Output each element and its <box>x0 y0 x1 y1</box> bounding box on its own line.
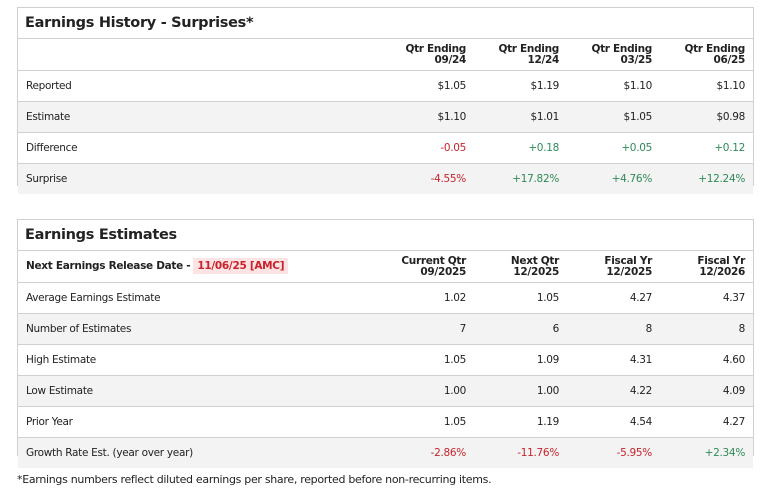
column-header-line: Qtr Ending <box>498 42 559 55</box>
earnings-estimates-title: Earnings Estimates <box>18 220 753 251</box>
cell-value: $1.10 <box>560 70 653 102</box>
column-header-line: 09/24 <box>434 53 466 66</box>
earnings-estimates-table: Next Earnings Release Date -11/06/25 [AM… <box>18 251 753 468</box>
cell-value: $1.10 <box>374 101 467 133</box>
earnings-history-title: Earnings History - Surprises* <box>18 8 753 39</box>
cell-value: 4.31 <box>560 344 653 376</box>
table-row: Difference -0.05 +0.18 +0.05 +0.12 <box>18 132 753 164</box>
cell-value: 1.00 <box>374 375 467 407</box>
column-header: Next Qtr 12/2025 <box>467 251 560 283</box>
table-row: Prior Year 1.05 1.19 4.54 4.27 <box>18 406 753 438</box>
column-header-line: Next Qtr <box>510 254 559 267</box>
column-header-line: Fiscal Yr <box>604 254 652 267</box>
cell-value: 6 <box>467 313 560 345</box>
cell-value: -2.86% <box>374 437 467 468</box>
cell-value: 4.27 <box>653 406 753 438</box>
column-header: Qtr Ending 03/25 <box>560 39 653 71</box>
cell-value: +2.34% <box>653 437 753 468</box>
release-label: Next Earnings Release Date - <box>26 260 191 272</box>
cell-value: +0.12 <box>653 132 753 164</box>
column-header-line: 12/2025 <box>513 265 559 278</box>
cell-value: -4.55% <box>374 163 467 194</box>
column-header-line: Qtr Ending <box>591 42 652 55</box>
cell-value: +0.18 <box>467 132 560 164</box>
cell-value: 4.54 <box>560 406 653 438</box>
row-label: Surprise <box>18 163 374 194</box>
column-header-line: Qtr Ending <box>405 42 466 55</box>
cell-value: 8 <box>653 313 753 345</box>
column-header-line: 12/2025 <box>606 265 652 278</box>
cell-value: +17.82% <box>467 163 560 194</box>
column-header-line: 06/25 <box>713 53 745 66</box>
footnote: *Earnings numbers reflect diluted earnin… <box>17 473 492 486</box>
earnings-history-table: Qtr Ending 09/24 Qtr Ending 12/24 Qtr Ending… <box>18 39 753 194</box>
row-label: High Estimate <box>18 344 374 376</box>
table-row: Surprise -4.55% +17.82% +4.76% +12.24% <box>18 163 753 194</box>
cell-value: 1.19 <box>467 406 560 438</box>
column-header-line: Qtr Ending <box>684 42 745 55</box>
cell-value: 7 <box>374 313 467 345</box>
cell-value: $1.05 <box>560 101 653 133</box>
cell-value: 4.27 <box>560 282 653 314</box>
column-header-line: 12/2026 <box>699 265 745 278</box>
row-label: Reported <box>18 70 374 102</box>
column-header-line: Fiscal Yr <box>697 254 745 267</box>
next-release-date: Next Earnings Release Date -11/06/25 [AM… <box>18 251 374 283</box>
cell-value: $1.05 <box>374 70 467 102</box>
cell-value: $0.98 <box>653 101 753 133</box>
column-header: Qtr Ending 09/24 <box>374 39 467 71</box>
row-label: Difference <box>18 132 374 164</box>
column-header-line: 12/24 <box>527 53 559 66</box>
table-row: Reported $1.05 $1.19 $1.10 $1.10 <box>18 70 753 102</box>
cell-value: 1.05 <box>467 282 560 314</box>
cell-value: 1.05 <box>374 406 467 438</box>
earnings-estimates-panel: Earnings Estimates Next Earnings Release… <box>17 219 754 468</box>
row-label: Growth Rate Est. (year over year) <box>18 437 374 468</box>
cell-value: +0.05 <box>560 132 653 164</box>
cell-value: 1.00 <box>467 375 560 407</box>
column-header: Current Qtr 09/2025 <box>374 251 467 283</box>
cell-value: 4.60 <box>653 344 753 376</box>
column-header-line: 03/25 <box>620 53 652 66</box>
row-label: Average Earnings Estimate <box>18 282 374 314</box>
row-label: Prior Year <box>18 406 374 438</box>
cell-value: +12.24% <box>653 163 753 194</box>
cell-value: 1.05 <box>374 344 467 376</box>
table-row: Low Estimate 1.00 1.00 4.22 4.09 <box>18 375 753 407</box>
table-row: Growth Rate Est. (year over year) -2.86% -… <box>18 437 753 468</box>
cell-value: 4.09 <box>653 375 753 407</box>
column-header: Qtr Ending 06/25 <box>653 39 753 71</box>
row-label: Estimate <box>18 101 374 133</box>
cell-value: 1.02 <box>374 282 467 314</box>
cell-value: $1.19 <box>467 70 560 102</box>
column-header-line: 09/2025 <box>420 265 466 278</box>
table-row: Number of Estimates 7 6 8 8 <box>18 313 753 345</box>
table-row: High Estimate 1.05 1.09 4.31 4.60 <box>18 344 753 376</box>
column-header: Qtr Ending 12/24 <box>467 39 560 71</box>
row-label: Number of Estimates <box>18 313 374 345</box>
cell-value: +4.76% <box>560 163 653 194</box>
cell-value: -11.76% <box>467 437 560 468</box>
cell-value: 1.09 <box>467 344 560 376</box>
row-label: Low Estimate <box>18 375 374 407</box>
column-header: Fiscal Yr 12/2025 <box>560 251 653 283</box>
release-date-badge: 11/06/25 [AMC] <box>193 258 289 274</box>
cell-value: $1.10 <box>653 70 753 102</box>
column-header: Fiscal Yr 12/2026 <box>653 251 753 283</box>
cell-value: -0.05 <box>374 132 467 164</box>
earnings-history-panel: Earnings History - Surprises* Qtr Ending… <box>17 7 754 194</box>
table-row: Estimate $1.10 $1.01 $1.05 $0.98 <box>18 101 753 133</box>
cell-value: 8 <box>560 313 653 345</box>
table-row: Average Earnings Estimate 1.02 1.05 4.27 4.3… <box>18 282 753 314</box>
cell-value: -5.95% <box>560 437 653 468</box>
cell-value: 4.37 <box>653 282 753 314</box>
column-header-line: Current Qtr <box>401 254 466 267</box>
cell-value: 4.22 <box>560 375 653 407</box>
cell-value: $1.01 <box>467 101 560 133</box>
